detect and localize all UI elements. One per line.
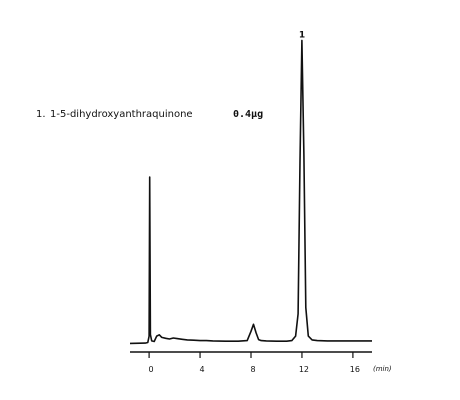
x-tick-label-16: 16 [350,365,360,374]
annotation-number: 1. [36,109,46,120]
annotation-compound: 1-5-dihydroxyanthraquinone [50,109,193,120]
compound-annotation: 1. 1-5-dihydroxyanthraquinone 0.4μg [36,109,263,120]
x-tick-label-4: 4 [200,365,205,374]
x-axis-unit-label: (min) [373,365,392,373]
chromatogram-trace [129,39,372,345]
x-tick-label-12: 12 [299,365,309,374]
x-tick-label-0: 0 [149,365,154,374]
annotation-amount: 0.4μg [233,109,263,120]
peak-label-1: 1 [299,30,305,40]
x-axis-ticks: 0 4 8 12 16 [148,352,360,374]
x-tick-label-8: 8 [250,365,255,374]
